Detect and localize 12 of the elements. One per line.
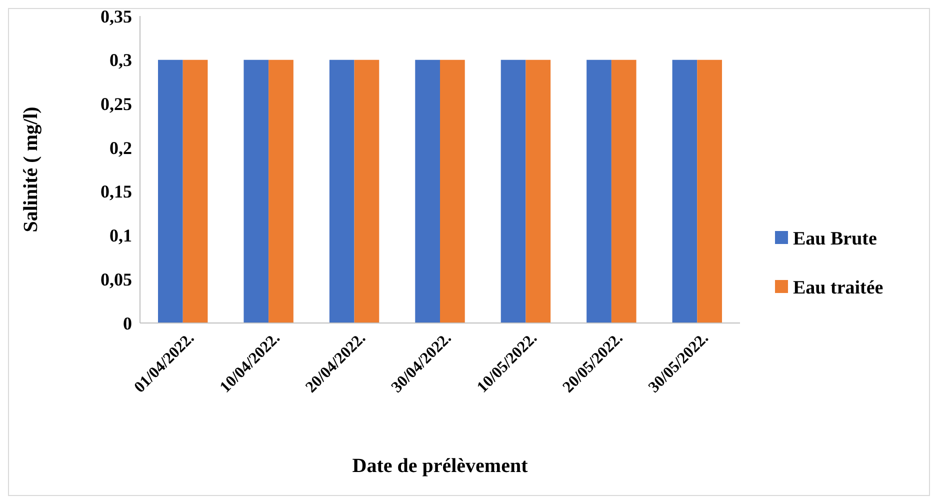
y-tick-label: 0,1 <box>110 226 132 246</box>
y-tick-label: 0,25 <box>100 94 132 114</box>
y-tick-label: 0,3 <box>110 50 132 70</box>
legend-label: Eau traitée <box>793 278 884 299</box>
y-tick-label: 0,05 <box>100 269 132 290</box>
y-tick-label: 0 <box>123 313 132 334</box>
y-tick-label: 0,15 <box>100 182 132 202</box>
y-tick-label: 0,2 <box>110 138 132 158</box>
legend-label: Eau Brute <box>793 228 877 250</box>
y-tick-label: 0,35 <box>100 6 132 26</box>
y-axis-title: Salinité ( mg/l) <box>20 106 42 232</box>
x-axis-title: Date de prélèvement <box>352 455 528 477</box>
